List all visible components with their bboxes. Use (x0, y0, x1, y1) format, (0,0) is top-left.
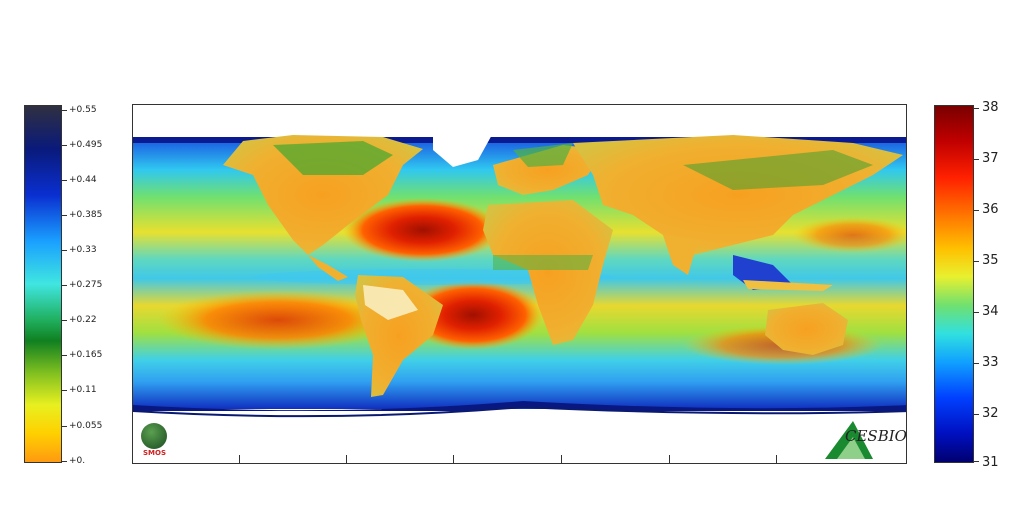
salinity-map: SMOS CESBIO (132, 104, 907, 464)
cesbio-logo-text: CESBIO (845, 427, 907, 445)
colorbar-tick (974, 261, 979, 262)
colorbar-tick (62, 390, 67, 391)
colorbar-tick (62, 426, 67, 427)
colorbar-tick (974, 363, 979, 364)
colorbar-tick (974, 312, 979, 313)
map-x-tick (239, 455, 240, 464)
colorbar-label: 38 (982, 100, 999, 115)
uncertainty-colorbar (24, 105, 62, 463)
colorbar-label: 33 (982, 355, 999, 370)
colorbar-label: 34 (982, 304, 999, 319)
colorbar-tick (974, 461, 979, 462)
colorbar-label: +0.33 (69, 245, 97, 255)
colorbar-label: +0.385 (69, 210, 103, 220)
colorbar-tick (974, 108, 979, 109)
colorbar-label: 32 (982, 406, 999, 421)
cesbio-logo-icon (825, 421, 873, 459)
smos-logo-icon (141, 423, 167, 449)
colorbar-label: +0. (69, 456, 86, 466)
map-x-tick (561, 455, 562, 464)
colorbar-label: +0.055 (69, 421, 103, 431)
colorbar-tick (974, 159, 979, 160)
map-x-tick (346, 455, 347, 464)
colorbar-label: +0.22 (69, 315, 97, 325)
colorbar-label: +0.44 (69, 175, 97, 185)
colorbar-tick (62, 355, 67, 356)
colorbar-label: +0.495 (69, 140, 103, 150)
colorbar-label: 31 (982, 455, 999, 470)
colorbar-tick (62, 110, 67, 111)
colorbar-label: 35 (982, 253, 999, 268)
colorbar-label: +0.165 (69, 350, 103, 360)
smos-logo-text: SMOS (143, 449, 166, 457)
map-x-tick (669, 455, 670, 464)
world-map-graphic (133, 105, 906, 463)
map-x-tick (776, 455, 777, 464)
colorbar-tick (62, 180, 67, 181)
colorbar-tick (62, 285, 67, 286)
colorbar-tick (62, 461, 67, 462)
map-x-tick (453, 455, 454, 464)
salinity-colorbar (934, 105, 974, 463)
colorbar-label: +0.55 (69, 105, 97, 115)
colorbar-tick (974, 414, 979, 415)
colorbar-label: 36 (982, 202, 999, 217)
colorbar-tick (62, 215, 67, 216)
colorbar-tick (62, 145, 67, 146)
colorbar-tick (62, 250, 67, 251)
colorbar-label: +0.11 (69, 385, 97, 395)
colorbar-tick (974, 210, 979, 211)
colorbar-label: 37 (982, 151, 999, 166)
colorbar-tick (62, 320, 67, 321)
colorbar-label: +0.275 (69, 280, 103, 290)
